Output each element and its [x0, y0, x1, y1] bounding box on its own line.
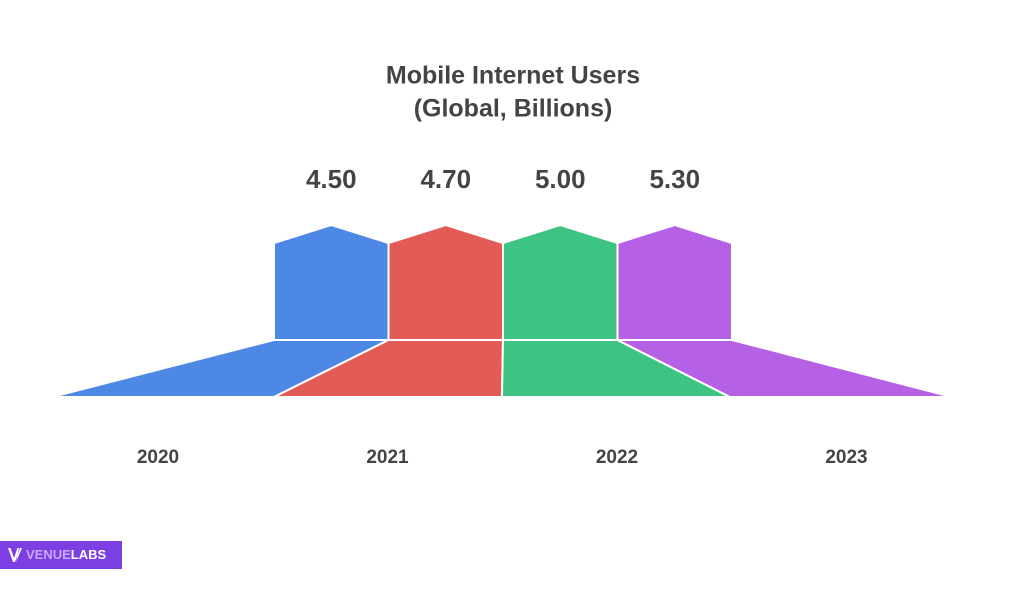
value-label: 5.00 [535, 164, 586, 194]
house-column [273, 223, 390, 341]
logo-icon [8, 548, 22, 562]
chart-subtitle: (Global, Billions) [414, 95, 613, 123]
category-label: 2020 [137, 447, 179, 468]
category-label: 2022 [596, 447, 638, 468]
category-label: 2021 [366, 447, 409, 468]
category-label: 2023 [825, 447, 867, 468]
house-column [387, 223, 504, 341]
chart-title: Mobile Internet Users [386, 62, 640, 90]
logo-text: VENUELABS [26, 547, 107, 562]
logo-background [0, 541, 122, 569]
brand-logo: VENUELABS [0, 541, 122, 569]
house-column [616, 223, 733, 341]
logo-part: VENUE [26, 547, 71, 562]
value-label: 4.50 [306, 164, 357, 194]
value-label: 5.30 [649, 164, 700, 194]
house-column [502, 223, 619, 341]
value-label: 4.70 [420, 164, 471, 194]
logo-part: LABS [71, 547, 107, 562]
base-segment [617, 339, 953, 398]
